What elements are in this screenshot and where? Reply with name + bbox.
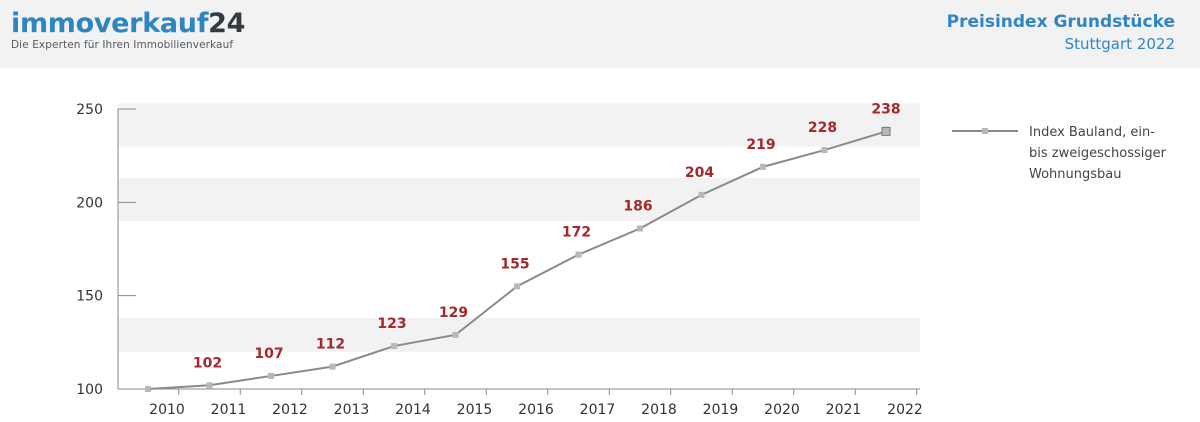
data-label: 219 (746, 137, 775, 153)
x-tick-label: 2010 (149, 402, 185, 418)
x-tick-label: 2020 (764, 402, 800, 418)
data-point (329, 363, 336, 370)
data-point (637, 225, 643, 232)
data-point (206, 382, 213, 389)
data-point (881, 126, 891, 136)
data-label: 112 (316, 337, 345, 353)
background-bands (118, 103, 920, 352)
legend-label: Wohnungsbau (1029, 167, 1122, 182)
data-label: 238 (871, 101, 900, 117)
x-tick-label: 2022 (887, 402, 923, 418)
legend-label: Index Bauland, ein- (1029, 125, 1155, 140)
data-point (514, 283, 520, 290)
x-tick-label: 2015 (457, 402, 493, 418)
band-0 (118, 318, 920, 352)
data-point (575, 251, 582, 258)
brand-tagline: Die Experten für Ihren Immobilienverkauf (11, 39, 234, 51)
band-2 (118, 103, 920, 147)
legend: Index Bauland, ein-bis zweigeschossiger W… (952, 125, 1167, 182)
brand-name: immoverkauf24 (11, 9, 245, 39)
x-tick-label: 2014 (395, 402, 431, 418)
data-label: 155 (500, 256, 529, 272)
data-label: 107 (254, 346, 283, 362)
x-tick-label: 2012 (272, 402, 308, 418)
y-tick-label: 200 (76, 195, 103, 211)
y-tick-label: 150 (76, 289, 103, 305)
x-tick-label: 2013 (334, 402, 370, 418)
data-point (268, 372, 274, 379)
band-1 (118, 178, 920, 221)
chart-title: Preisindex Grundstücke (946, 12, 1175, 32)
brand-name-part1: immoverkauf (11, 8, 209, 39)
series-line (145, 126, 891, 392)
data-label: 204 (685, 165, 714, 181)
data-point (452, 331, 459, 338)
x-tick-label: 2018 (641, 402, 677, 418)
data-label: 172 (562, 225, 591, 241)
legend-label: bis zweigeschossiger (1029, 146, 1167, 161)
x-tick-label: 2016 (518, 402, 554, 418)
chart-subtitle: Stuttgart 2022 (1064, 35, 1175, 53)
data-label: 228 (808, 120, 837, 136)
x-tick-label: 2011 (211, 402, 247, 418)
data-label: 129 (439, 305, 468, 321)
header-bar: immoverkauf24 Die Experten für Ihren Imm… (0, 0, 1200, 68)
x-tick-label: 2019 (703, 402, 739, 418)
x-tick-label: 2017 (580, 402, 616, 418)
data-point (391, 343, 397, 350)
data-label: 123 (377, 316, 406, 332)
data-labels: 102 107 112 123 129 155 172 186 204 219 228 238 (193, 101, 901, 371)
data-point (821, 147, 828, 154)
data-label: 186 (623, 198, 652, 214)
x-tick-label: 2021 (826, 402, 862, 418)
brand-name-part2: 24 (208, 8, 246, 39)
data-point (698, 191, 705, 198)
y-tick-label: 250 (76, 102, 103, 118)
legend-marker (982, 128, 988, 134)
brand-logo[interactable]: immoverkauf24 Die Experten für Ihren Imm… (11, 9, 245, 52)
data-label: 102 (193, 355, 222, 371)
data-point (145, 386, 151, 392)
chart-title-block: Preisindex Grundstücke Stuttgart 2022 (947, 12, 1175, 54)
x-axis: 2010 2011 2012 2013 2014 2015 2016 2017 2018 2019… (118, 388, 923, 418)
y-axis: 100 150 200 250 (76, 102, 136, 398)
y-tick-label: 100 (76, 382, 103, 398)
data-point (760, 163, 766, 170)
